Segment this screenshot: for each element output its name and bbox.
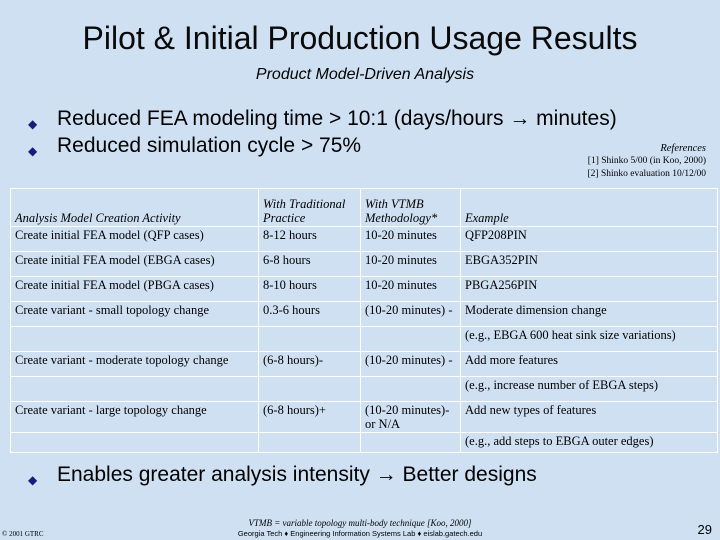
table-cell bbox=[360, 432, 461, 453]
reference-item: [1] Shinko 5/00 (in Koo, 2000) bbox=[587, 156, 706, 166]
reference-item: [2] Shinko evaluation 10/12/00 bbox=[587, 169, 706, 179]
bullet-diamond-icon: ◆ bbox=[28, 144, 38, 158]
table-cell bbox=[258, 376, 361, 402]
table-cell bbox=[258, 326, 361, 352]
table-cell: Moderate dimension change bbox=[460, 301, 718, 327]
table-cell: Add new types of features bbox=[460, 401, 718, 433]
table-cell: Create initial FEA model (EBGA cases) bbox=[10, 251, 259, 277]
table-cell: 10-20 minutes bbox=[360, 226, 461, 252]
bullet-diamond-icon: ◆ bbox=[28, 473, 38, 487]
table-cell: 10-20 minutes bbox=[360, 276, 461, 302]
table-cell-line: or N/A bbox=[365, 417, 401, 431]
table-cell: Create variant - small topology change bbox=[10, 301, 259, 327]
table-header-row: Analysis Model Creation Activity With Tr… bbox=[10, 188, 718, 227]
table-cell: Create initial FEA model (QFP cases) bbox=[10, 226, 259, 252]
footer-note: VTMB = variable topology multi-body tech… bbox=[248, 518, 472, 528]
table-cell: Create initial FEA model (PBGA cases) bbox=[10, 276, 259, 302]
table-cell: 0.3-6 hours bbox=[258, 301, 361, 327]
bullet-text: Enables greater analysis intensity → Bet… bbox=[57, 463, 537, 486]
table-row: (e.g., add steps to EBGA outer edges) bbox=[10, 432, 718, 453]
table-row: (e.g., EBGA 600 heat sink size variation… bbox=[10, 326, 718, 352]
table-cell: PBGA256PIN bbox=[460, 276, 718, 302]
table-cell-line: (10-20 minutes)- bbox=[365, 403, 450, 417]
table-cell: (10-20 minutes) - bbox=[360, 301, 461, 327]
table-row: Create variant - small topology change 0… bbox=[10, 301, 718, 327]
table-cell: (e.g., add steps to EBGA outer edges) bbox=[460, 432, 718, 453]
table-cell: (e.g., EBGA 600 heat sink size variation… bbox=[460, 326, 718, 352]
copyright: © 2001 GTRC bbox=[2, 530, 44, 538]
table-cell: Add more features bbox=[460, 351, 718, 377]
table-cell: QFP208PIN bbox=[460, 226, 718, 252]
slide-title: Pilot & Initial Production Usage Results bbox=[82, 20, 638, 56]
results-table: Analysis Model Creation Activity With Tr… bbox=[10, 188, 718, 453]
table-cell: Create variant - large topology change bbox=[10, 401, 259, 433]
table-cell bbox=[10, 376, 259, 402]
table-cell: 10-20 minutes bbox=[360, 251, 461, 277]
references: References [1] Shinko 5/00 (in Koo, 2000… bbox=[588, 142, 706, 181]
table-row: Create variant - large topology change (… bbox=[10, 401, 718, 433]
bullet-text: Reduced FEA modeling time > 10:1 (days/h… bbox=[57, 107, 617, 130]
table-cell: (10-20 minutes)- or N/A bbox=[360, 401, 461, 433]
table-cell: Create variant - moderate topology chang… bbox=[10, 351, 259, 377]
table-row: Create initial FEA model (QFP cases) 8-1… bbox=[10, 226, 718, 252]
bullet-diamond-icon: ◆ bbox=[28, 117, 38, 131]
table-cell: (e.g., increase number of EBGA steps) bbox=[460, 376, 718, 402]
column-header: With Traditional Practice bbox=[258, 188, 361, 227]
table-cell: (6-8 hours)+ bbox=[258, 401, 361, 433]
table-cell bbox=[360, 326, 461, 352]
page-number: 29 bbox=[697, 522, 712, 537]
table-cell: 8-10 hours bbox=[258, 276, 361, 302]
table-cell: 8-12 hours bbox=[258, 226, 361, 252]
table-row: Create variant - moderate topology chang… bbox=[10, 351, 718, 377]
table-cell: EBGA352PIN bbox=[460, 251, 718, 277]
table-row: Create initial FEA model (EBGA cases) 6-… bbox=[10, 251, 718, 277]
table-row: (e.g., increase number of EBGA steps) bbox=[10, 376, 718, 402]
table-cell bbox=[360, 376, 461, 402]
column-header: Analysis Model Creation Activity bbox=[10, 188, 259, 227]
table-row: Create initial FEA model (PBGA cases) 8-… bbox=[10, 276, 718, 302]
column-header: Example bbox=[460, 188, 718, 227]
table-cell: 6-8 hours bbox=[258, 251, 361, 277]
table-cell bbox=[258, 432, 361, 453]
table-cell: (6-8 hours)- bbox=[258, 351, 361, 377]
table-cell bbox=[10, 432, 259, 453]
references-title: References bbox=[660, 143, 706, 154]
table-cell bbox=[10, 326, 259, 352]
slide-subtitle: Product Model-Driven Analysis bbox=[255, 66, 475, 83]
footer-lab: Georgia Tech ♦ Engineering Information S… bbox=[237, 529, 483, 538]
column-header: With VTMB Methodology* bbox=[360, 188, 461, 227]
table-cell: (10-20 minutes) - bbox=[360, 351, 461, 377]
bullet-text: Reduced simulation cycle > 75% bbox=[57, 134, 362, 157]
